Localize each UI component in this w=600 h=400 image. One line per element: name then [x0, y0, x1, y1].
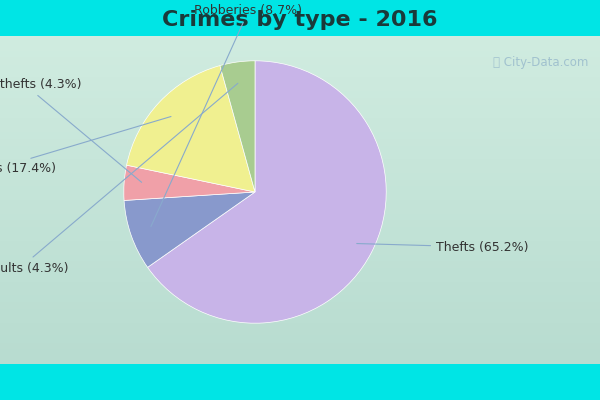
Text: Burglaries (17.4%): Burglaries (17.4%) — [0, 116, 171, 175]
Text: Auto thefts (4.3%): Auto thefts (4.3%) — [0, 78, 142, 182]
Wedge shape — [124, 165, 255, 200]
Text: Robberies (8.7%): Robberies (8.7%) — [151, 4, 302, 226]
Text: Assaults (4.3%): Assaults (4.3%) — [0, 83, 238, 274]
Text: Crimes by type - 2016: Crimes by type - 2016 — [162, 10, 438, 30]
Wedge shape — [124, 192, 255, 267]
Wedge shape — [220, 61, 255, 192]
Wedge shape — [148, 61, 386, 323]
Wedge shape — [127, 66, 255, 192]
Text: ⓘ City-Data.com: ⓘ City-Data.com — [493, 56, 588, 69]
Text: Thefts (65.2%): Thefts (65.2%) — [357, 241, 529, 254]
